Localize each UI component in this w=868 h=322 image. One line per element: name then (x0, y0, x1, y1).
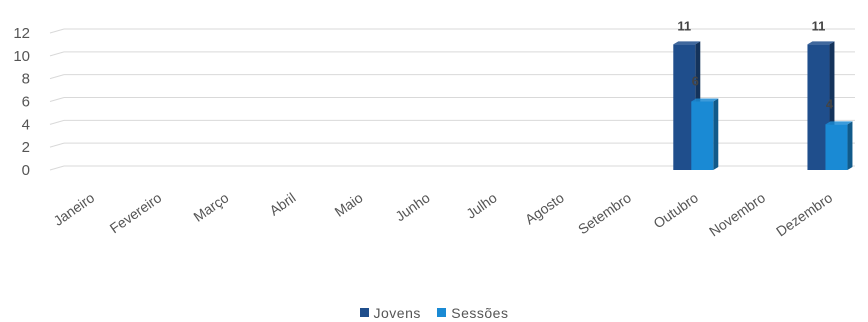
bar-front (825, 124, 848, 170)
bar-sesses-dezembro (825, 121, 853, 170)
legend-item-sessoes: Sessões (437, 305, 508, 321)
gridline-depth (49, 119, 65, 125)
x-tick-label: Março (190, 189, 231, 225)
y-tick-label: 12 (13, 25, 30, 42)
x-tick-label: Junho (392, 189, 433, 224)
x-tick-label: Novembro (706, 189, 768, 239)
data-label: 11 (677, 18, 691, 33)
x-tick-label: Julho (463, 189, 500, 221)
gridline-depth (49, 28, 65, 34)
bar-side (847, 121, 853, 170)
gridline-depth (49, 165, 65, 171)
y-tick-label: 10 (13, 48, 30, 65)
bar-side (713, 98, 719, 170)
bar-front (673, 44, 696, 170)
legend-label-sessoes: Sessões (451, 304, 509, 321)
x-tick-label: Setembro (575, 189, 634, 237)
gridline-depth (49, 142, 65, 148)
legend-swatch-jovens (359, 308, 369, 317)
gridlines (49, 28, 855, 171)
legend-label-jovens: Jovens (373, 304, 421, 321)
bar-front (807, 44, 830, 170)
data-label: 6 (692, 74, 699, 89)
bar-top (673, 41, 701, 45)
bar-top (825, 121, 853, 125)
bar-front (691, 101, 714, 170)
data-label: 11 (812, 18, 826, 33)
bar-sesses-outubro (691, 98, 719, 170)
x-tick-label: Agosto (522, 189, 567, 227)
y-tick-label: 0 (22, 162, 30, 179)
x-axis: Janeiro Fevereiro Março Abril Maio Junho Julho… (50, 189, 835, 239)
data-label: 4 (826, 96, 834, 111)
gridline-depth (49, 97, 65, 102)
y-tick-label: 6 (22, 94, 30, 111)
legend: Jovens Sessões (0, 304, 868, 321)
x-tick-label: Fevereiro (107, 189, 165, 236)
gridline-depth (49, 51, 65, 57)
bar-top (691, 98, 719, 102)
x-tick-label: Outubro (650, 189, 701, 231)
legend-swatch-sessoes (437, 308, 447, 317)
y-tick-label: 2 (22, 139, 30, 156)
x-tick-label: Dezembro (773, 189, 835, 239)
x-tick-label: Janeiro (50, 189, 97, 229)
bars (673, 41, 853, 170)
chart: 0 2 4 6 8 10 12 11 6 11 4 Janeiro Fevereiro Março Ab… (13, 18, 855, 240)
gridline-depth (49, 74, 65, 80)
y-tick-label: 8 (22, 71, 30, 88)
x-tick-label: Maio (332, 189, 366, 220)
data-labels: 11 6 11 4 (677, 18, 833, 111)
legend-item-jovens: Jovens (359, 304, 421, 321)
y-tick-label: 4 (22, 116, 30, 133)
y-axis: 0 2 4 6 8 10 12 (13, 25, 30, 179)
x-tick-label: Abril (266, 189, 298, 218)
bar-top (807, 41, 835, 45)
